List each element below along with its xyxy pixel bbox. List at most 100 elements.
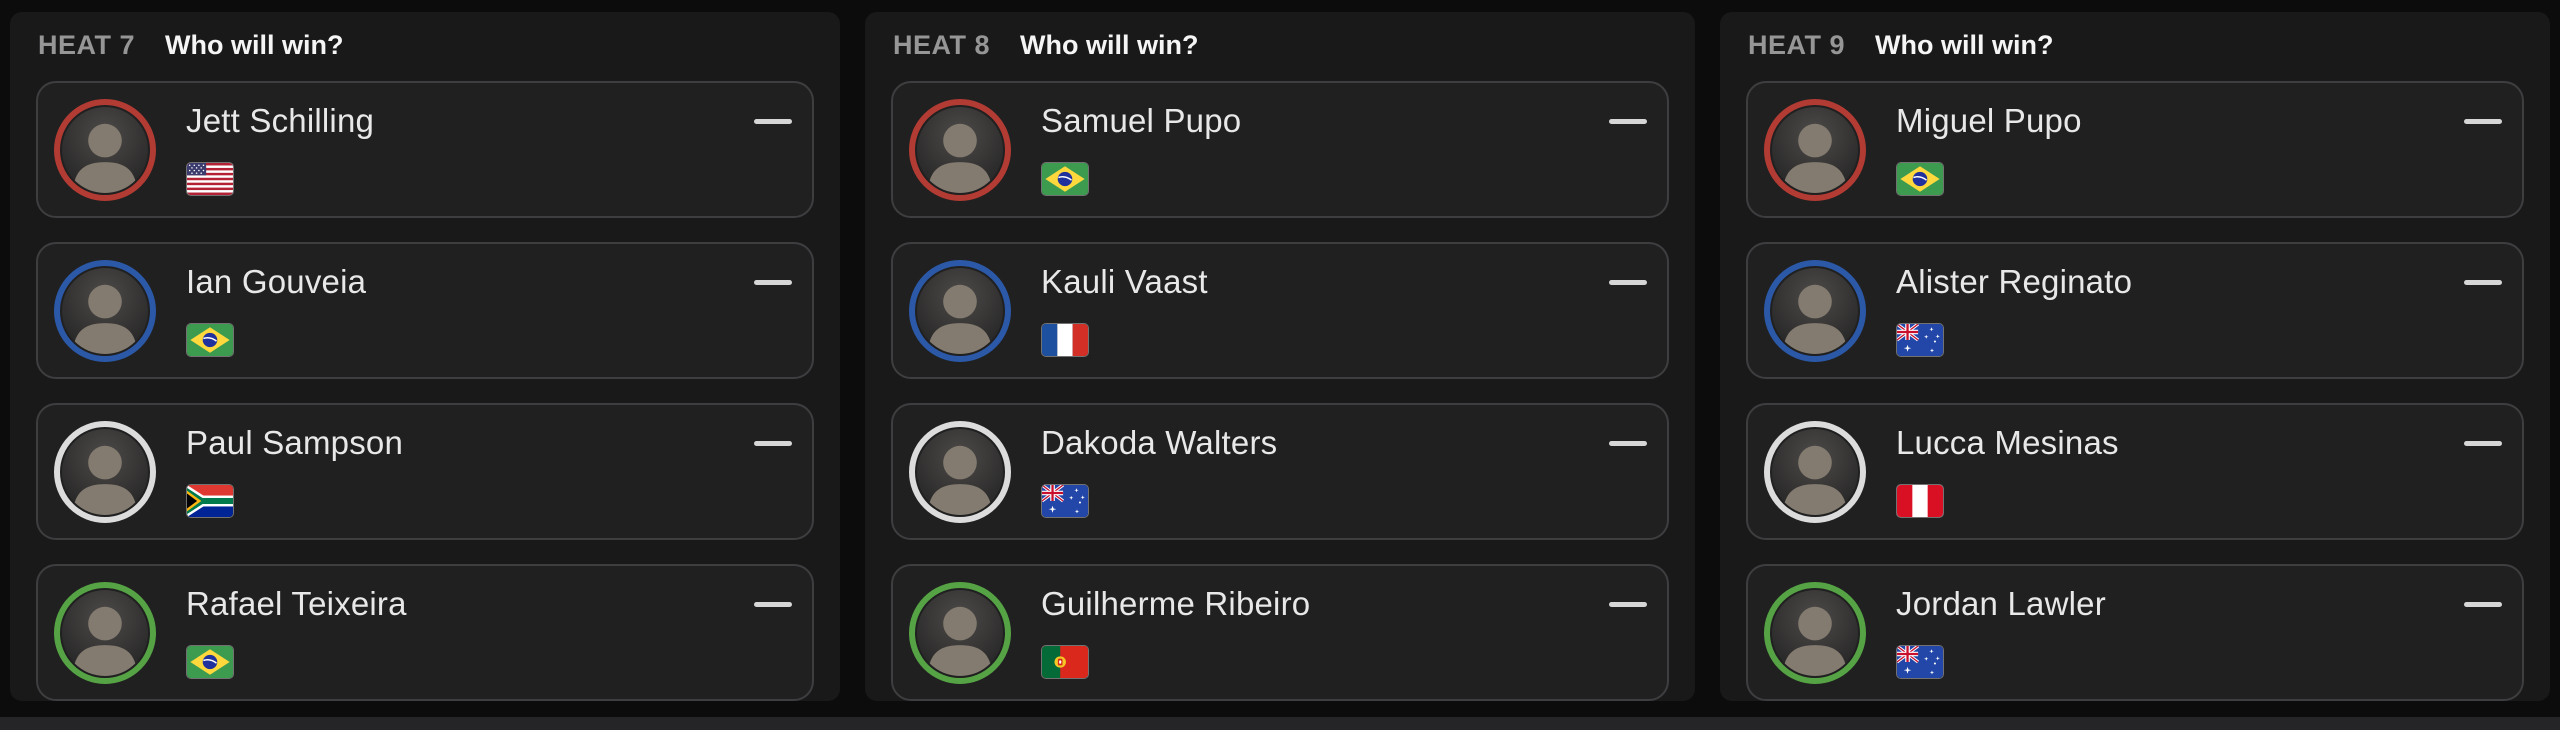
competitor-photo-placeholder: [62, 267, 148, 354]
name-row: Alister Reginato: [1896, 263, 2502, 301]
name-row: Lucca Mesinas: [1896, 424, 2502, 462]
competitor-name: Paul Sampson: [186, 424, 404, 461]
flag-brazil-icon: [1041, 162, 1089, 196]
card-info: Jett Schilling: [186, 83, 792, 216]
competitor-avatar: [54, 420, 156, 523]
competitor-photo-placeholder: [1772, 428, 1858, 515]
flag-australia-icon: [1041, 484, 1089, 518]
name-row: Dakoda Walters: [1041, 424, 1647, 462]
competitor-photo-placeholder: [1772, 106, 1858, 193]
competitor-photo-placeholder: [917, 267, 1003, 354]
competitor-avatar: [54, 98, 156, 201]
heat-label: HEAT 9: [1748, 30, 1846, 60]
heat-question: Who will win?: [1875, 30, 2054, 60]
competitor-avatar: [54, 581, 156, 684]
no-pick-dash-icon: [1609, 601, 1647, 607]
competitor-option-card[interactable]: Alister Reginato: [1746, 242, 2524, 379]
competitor-photo-placeholder: [62, 428, 148, 515]
card-info: Lucca Mesinas: [1896, 405, 2502, 538]
card-info: Kauli Vaast: [1041, 244, 1647, 377]
competitor-avatar: [1764, 420, 1866, 523]
heat-panel: HEAT 9 Who will win? Miguel Pupo: [1720, 12, 2550, 701]
name-row: Jett Schilling: [186, 102, 792, 140]
competitor-option-card[interactable]: Lucca Mesinas: [1746, 403, 2524, 540]
competitor-avatar: [1764, 98, 1866, 201]
heat-label: HEAT 8: [893, 30, 991, 60]
flag-australia-icon: [1896, 645, 1944, 679]
competitor-option-card[interactable]: Guilherme Ribeiro: [891, 564, 1669, 701]
flag-peru-icon: [1896, 484, 1944, 518]
heat-panel: HEAT 8 Who will win? Samuel Pupo: [865, 12, 1695, 701]
name-row: Miguel Pupo: [1896, 102, 2502, 140]
competitor-option-card[interactable]: Paul Sampson: [36, 403, 814, 540]
name-row: Ian Gouveia: [186, 263, 792, 301]
card-info: Guilherme Ribeiro: [1041, 566, 1647, 699]
heat-header: HEAT 9 Who will win?: [1746, 30, 2524, 61]
heat-question: Who will win?: [165, 30, 344, 60]
competitor-option-card[interactable]: Jordan Lawler: [1746, 564, 2524, 701]
competitor-avatar: [54, 259, 156, 362]
heat-panel: HEAT 7 Who will win? Jett Schilling: [10, 12, 840, 701]
competitor-option-card[interactable]: Samuel Pupo: [891, 81, 1669, 218]
competitor-option-card[interactable]: Kauli Vaast: [891, 242, 1669, 379]
competitor-photo-placeholder: [917, 428, 1003, 515]
card-info: Alister Reginato: [1896, 244, 2502, 377]
flag-brazil-icon: [186, 645, 234, 679]
name-row: Rafael Teixeira: [186, 585, 792, 623]
competitor-avatar: [909, 98, 1011, 201]
competitor-name: Guilherme Ribeiro: [1041, 585, 1311, 622]
flag-australia-icon: [1896, 323, 1944, 357]
heat-question: Who will win?: [1020, 30, 1199, 60]
name-row: Samuel Pupo: [1041, 102, 1647, 140]
competitor-photo-placeholder: [62, 589, 148, 676]
card-info: Samuel Pupo: [1041, 83, 1647, 216]
competitor-option-card[interactable]: Miguel Pupo: [1746, 81, 2524, 218]
no-pick-dash-icon: [2464, 118, 2502, 124]
competitor-option-card[interactable]: Jett Schilling: [36, 81, 814, 218]
competitor-list: Miguel Pupo Alister Reginato: [1746, 81, 2524, 701]
competitor-avatar: [909, 581, 1011, 684]
competitor-name: Ian Gouveia: [186, 263, 367, 300]
no-pick-dash-icon: [754, 279, 792, 285]
no-pick-dash-icon: [2464, 601, 2502, 607]
no-pick-dash-icon: [754, 118, 792, 124]
no-pick-dash-icon: [2464, 279, 2502, 285]
flag-south-africa-icon: [186, 484, 234, 518]
name-row: Paul Sampson: [186, 424, 792, 462]
competitor-name: Kauli Vaast: [1041, 263, 1208, 300]
flag-united-states-icon: [186, 162, 234, 196]
competitor-option-card[interactable]: Rafael Teixeira: [36, 564, 814, 701]
competitor-name: Rafael Teixeira: [186, 585, 407, 622]
no-pick-dash-icon: [754, 440, 792, 446]
competitor-name: Jordan Lawler: [1896, 585, 2106, 622]
no-pick-dash-icon: [1609, 118, 1647, 124]
competitor-option-card[interactable]: Ian Gouveia: [36, 242, 814, 379]
no-pick-dash-icon: [1609, 279, 1647, 285]
competitor-photo-placeholder: [1772, 267, 1858, 354]
competitor-name: Lucca Mesinas: [1896, 424, 2119, 461]
competitor-avatar: [909, 259, 1011, 362]
competitor-name: Alister Reginato: [1896, 263, 2133, 300]
no-pick-dash-icon: [1609, 440, 1647, 446]
heats-grid: HEAT 7 Who will win? Jett Schilling: [10, 12, 2550, 701]
no-pick-dash-icon: [754, 601, 792, 607]
competitor-option-card[interactable]: Dakoda Walters: [891, 403, 1669, 540]
flag-france-icon: [1041, 323, 1089, 357]
heat-header: HEAT 8 Who will win?: [891, 30, 1669, 61]
card-info: Ian Gouveia: [186, 244, 792, 377]
card-info: Rafael Teixeira: [186, 566, 792, 699]
heat-header: HEAT 7 Who will win?: [36, 30, 814, 61]
competitor-list: Jett Schilling Ian Gouveia: [36, 81, 814, 701]
card-info: Dakoda Walters: [1041, 405, 1647, 538]
card-info: Paul Sampson: [186, 405, 792, 538]
flag-brazil-icon: [186, 323, 234, 357]
heat-label: HEAT 7: [38, 30, 136, 60]
name-row: Guilherme Ribeiro: [1041, 585, 1647, 623]
competitor-photo-placeholder: [62, 106, 148, 193]
competitor-name: Dakoda Walters: [1041, 424, 1278, 461]
competitor-avatar: [1764, 259, 1866, 362]
flag-brazil-icon: [1896, 162, 1944, 196]
competitor-avatar: [1764, 581, 1866, 684]
competitor-list: Samuel Pupo Kauli Vaast: [891, 81, 1669, 701]
card-info: Jordan Lawler: [1896, 566, 2502, 699]
